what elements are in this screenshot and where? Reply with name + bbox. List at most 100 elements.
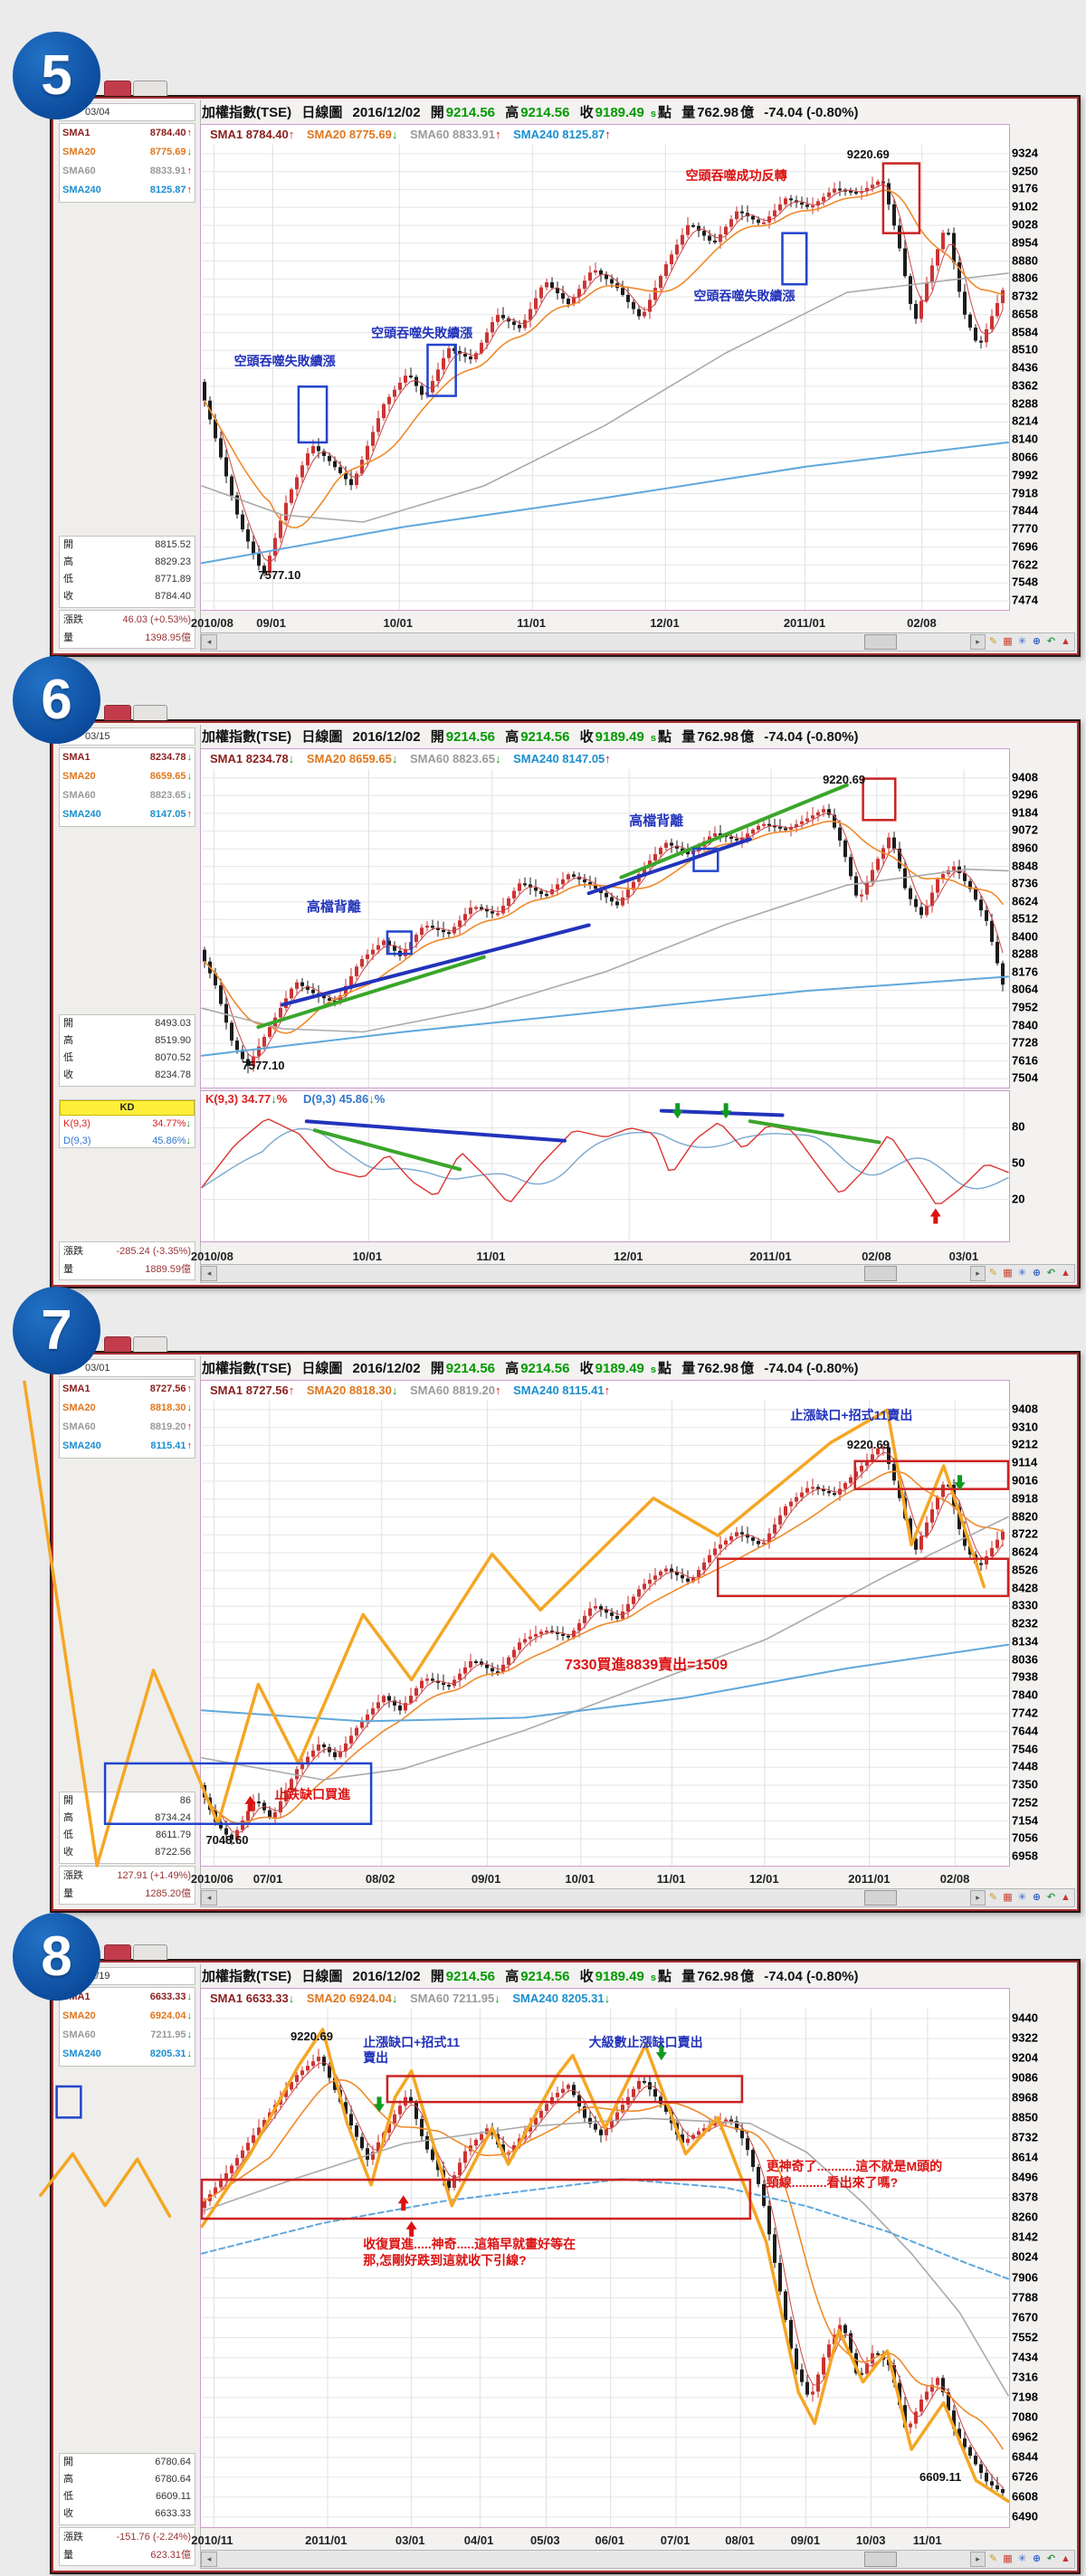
calendar-icon[interactable]: ▦: [1003, 1268, 1013, 1278]
scroll-right-button[interactable]: ▸: [970, 1266, 986, 1281]
horizontal-scrollbar[interactable]: ◂ ▸ ✎ ▦ ✳ ⊕ ↶ ▲: [200, 1888, 1075, 1907]
sma-value: 8147.05: [562, 752, 605, 765]
scroll-right-button[interactable]: ▸: [970, 634, 986, 650]
scrollbar-thumb[interactable]: [864, 1890, 898, 1906]
high-quote: 9214.56: [520, 1361, 570, 1376]
scroll-right-button[interactable]: ▸: [970, 1890, 986, 1906]
tab-active[interactable]: [104, 1944, 131, 1960]
volume-quote: 762.98: [697, 105, 739, 120]
change-box: 漲跌 -285.24 (-3.35%) 量 1889.59億: [59, 1241, 195, 1280]
sma-label: SMA20: [306, 752, 347, 765]
draw-icon[interactable]: ✎: [988, 636, 998, 647]
draw-icon[interactable]: ✎: [988, 1892, 998, 1903]
trend-arrow-icon: ↑: [186, 185, 193, 195]
y-axis-tick: 8624: [1012, 894, 1038, 908]
tab-active[interactable]: [104, 705, 131, 720]
y-axis-tick: 8378: [1012, 2190, 1038, 2204]
change-box: 漲跌 127.91 (+1.49%) 量 1285.20億: [59, 1866, 195, 1905]
tab-active[interactable]: [104, 1336, 131, 1352]
scrollbar-thumb[interactable]: [864, 634, 898, 650]
trend-arrow-icon: ↓: [186, 2029, 193, 2040]
sma-row: SMA240 8205.31 ↓: [60, 2045, 195, 2064]
sma-label: SMA240: [513, 1383, 559, 1397]
snap-icon[interactable]: ✳: [1017, 1268, 1027, 1278]
open-quote: 9214.56: [445, 1361, 496, 1376]
draw-icon[interactable]: ✎: [988, 2553, 998, 2564]
volume-label: 量: [681, 1361, 696, 1376]
trend-arrow-icon: ↓: [186, 2010, 193, 2021]
low-value: 6609.11: [156, 2491, 191, 2502]
date-input[interactable]: 03/04: [59, 103, 195, 121]
trend-arrow-icon: ↓: [494, 1991, 500, 2005]
snap-icon[interactable]: ✳: [1017, 636, 1027, 647]
tab-inactive[interactable]: [133, 1336, 167, 1352]
sma-label: SMA20: [62, 147, 96, 157]
instrument-name: 加權指數(TSE): [202, 1361, 292, 1376]
price-chart[interactable]: [23, 1380, 1010, 1868]
calendar-icon[interactable]: ▦: [1003, 636, 1013, 647]
sma-row: SMA240 8125.87 ↑: [60, 181, 195, 200]
undo-icon[interactable]: ↶: [1046, 2553, 1056, 2564]
tab-inactive[interactable]: [133, 81, 167, 96]
high-value: 8519.90: [155, 1035, 191, 1046]
scroll-right-button[interactable]: ▸: [970, 2552, 986, 2567]
horizontal-scrollbar[interactable]: ◂ ▸ ✎ ▦ ✳ ⊕ ↶ ▲: [200, 1264, 1075, 1283]
chart-style-icon[interactable]: ▲: [1061, 2553, 1071, 2564]
price-chart[interactable]: [201, 769, 1009, 1088]
tab-inactive[interactable]: [133, 705, 167, 720]
step-number-badge: 5: [13, 32, 100, 119]
x-axis-label: 02/08: [939, 1872, 970, 1886]
scroll-left-button[interactable]: ◂: [201, 634, 217, 650]
open-label: 開: [63, 1018, 73, 1029]
zoom-tool-icon[interactable]: ⊕: [1032, 1268, 1042, 1278]
chart-type: 日線圖: [301, 1969, 343, 1984]
sma-label: SMA240: [62, 809, 101, 820]
sma-row: SMA60 8819.20 ↑: [60, 1418, 195, 1437]
y-axis-tick: 9440: [1012, 2010, 1038, 2025]
scroll-left-button[interactable]: ◂: [201, 2552, 217, 2567]
zoom-tool-icon[interactable]: ⊕: [1032, 1892, 1042, 1903]
trend-arrow-icon: ↓: [288, 752, 295, 765]
price-chart[interactable]: [39, 2009, 1010, 2527]
zoom-tool-icon[interactable]: ⊕: [1032, 636, 1042, 647]
volume-unit: 億: [740, 729, 755, 745]
undo-icon[interactable]: ↶: [1046, 636, 1056, 647]
calendar-icon[interactable]: ▦: [1003, 1892, 1013, 1903]
snap-icon[interactable]: ✳: [1017, 1892, 1027, 1903]
draw-icon[interactable]: ✎: [988, 1268, 998, 1278]
scroll-left-button[interactable]: ◂: [201, 1890, 217, 1906]
chart-style-icon[interactable]: ▲: [1061, 636, 1071, 647]
calendar-icon[interactable]: ▦: [1003, 2553, 1013, 2564]
undo-icon[interactable]: ↶: [1046, 1268, 1056, 1278]
scrollbar-thumb[interactable]: [864, 1266, 898, 1281]
highlight-box: [692, 847, 719, 872]
sma-label: SMA20: [306, 128, 347, 141]
undo-icon[interactable]: ↶: [1046, 1892, 1056, 1903]
snap-icon[interactable]: ✳: [1017, 2553, 1027, 2564]
tab-inactive[interactable]: [133, 1944, 167, 1960]
date-input[interactable]: 03/15: [59, 727, 195, 746]
sma-value-list: SMA1 6633.33 ↓ SMA20 6924.04 ↓ SMA60 7211.95 ↓…: [59, 1987, 195, 2067]
close-label: 收: [579, 729, 594, 745]
trend-arrow-icon: ↓: [391, 752, 398, 765]
close-value: 8234.78: [155, 1069, 191, 1080]
trend-arrow-icon: ↑: [186, 1421, 193, 1432]
zoom-tool-icon[interactable]: ⊕: [1032, 2553, 1042, 2564]
chart-style-icon[interactable]: ▲: [1061, 1892, 1071, 1903]
x-axis-label: 05/03: [530, 2533, 560, 2547]
tab-active[interactable]: [104, 81, 131, 96]
horizontal-scrollbar[interactable]: ◂ ▸ ✎ ▦ ✳ ⊕ ↶ ▲: [200, 2550, 1075, 2569]
date-input[interactable]: 03/01: [59, 1359, 195, 1377]
y-axis-tick: 8400: [1012, 929, 1038, 944]
main-chart-frame: SMA1 8784.40↑ SMA20 8775.69↓ SMA60 8833.…: [200, 124, 1010, 611]
scroll-left-button[interactable]: ◂: [201, 1266, 217, 1281]
y-axis-tick: 7552: [1012, 2330, 1038, 2344]
chart-style-icon[interactable]: ▲: [1061, 1268, 1071, 1278]
sma-value: 8125.87: [562, 128, 605, 141]
horizontal-scrollbar[interactable]: ◂ ▸ ✎ ▦ ✳ ⊕ ↶ ▲: [200, 632, 1075, 651]
sma-row: SMA1 8784.40 ↑: [60, 124, 195, 143]
scrollbar-thumb[interactable]: [864, 2552, 898, 2567]
close-quote: 9189.49: [595, 729, 644, 745]
price-chart[interactable]: [201, 145, 1009, 610]
kd-chart[interactable]: [201, 1091, 1009, 1241]
